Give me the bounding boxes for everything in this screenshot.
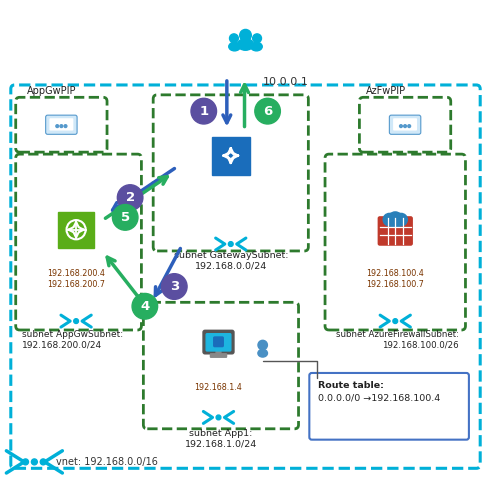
Text: 3: 3 (170, 280, 179, 293)
FancyBboxPatch shape (50, 118, 73, 130)
Circle shape (56, 125, 58, 127)
Text: 4: 4 (140, 300, 149, 313)
Circle shape (395, 213, 408, 226)
FancyBboxPatch shape (378, 217, 412, 245)
FancyBboxPatch shape (211, 354, 226, 357)
FancyBboxPatch shape (203, 330, 234, 354)
Text: AppGwPIP: AppGwPIP (27, 86, 77, 96)
Circle shape (253, 34, 262, 43)
Text: subnet AppGwSubnet:
192.168.200.0/24: subnet AppGwSubnet: 192.168.200.0/24 (22, 330, 123, 349)
Circle shape (23, 459, 28, 465)
Circle shape (229, 34, 238, 43)
Circle shape (404, 125, 407, 127)
Circle shape (240, 30, 251, 41)
Circle shape (400, 125, 402, 127)
Text: subnet App1:
192.168.1.0/24: subnet App1: 192.168.1.0/24 (185, 429, 257, 448)
Ellipse shape (251, 42, 262, 51)
Circle shape (383, 213, 396, 226)
Circle shape (228, 242, 233, 247)
FancyBboxPatch shape (389, 115, 421, 134)
Text: vnet: 192.168.0.0/16: vnet: 192.168.0.0/16 (56, 457, 158, 467)
Ellipse shape (229, 42, 240, 51)
FancyBboxPatch shape (216, 351, 221, 355)
FancyBboxPatch shape (309, 373, 469, 440)
Text: 6: 6 (263, 105, 272, 118)
Circle shape (408, 125, 410, 127)
Circle shape (255, 98, 280, 124)
Circle shape (387, 212, 403, 227)
Circle shape (191, 98, 217, 124)
Circle shape (60, 125, 63, 127)
FancyBboxPatch shape (214, 337, 223, 347)
Ellipse shape (258, 349, 268, 357)
FancyBboxPatch shape (46, 115, 77, 134)
Text: 1: 1 (199, 105, 208, 118)
Text: Route table:: Route table: (318, 381, 384, 390)
FancyBboxPatch shape (206, 334, 231, 351)
Circle shape (162, 274, 187, 299)
Circle shape (258, 340, 268, 350)
Circle shape (112, 205, 138, 230)
Ellipse shape (238, 39, 253, 50)
Text: 2: 2 (126, 191, 135, 204)
Circle shape (40, 459, 46, 465)
Circle shape (117, 185, 143, 210)
Text: subnet GatewaySubnet:
192.168.0.0/24: subnet GatewaySubnet: 192.168.0.0/24 (173, 251, 288, 270)
Text: AzFwPIP: AzFwPIP (366, 86, 406, 96)
Circle shape (64, 125, 67, 127)
FancyBboxPatch shape (393, 118, 417, 130)
Text: 192.168.100.4
192.168.100.7: 192.168.100.4 192.168.100.7 (366, 269, 424, 288)
Circle shape (393, 319, 398, 324)
Circle shape (132, 293, 158, 319)
Text: 5: 5 (121, 211, 130, 224)
Text: 192.168.200.4
192.168.200.7: 192.168.200.4 192.168.200.7 (47, 269, 105, 288)
Text: 192.168.1.4: 192.168.1.4 (194, 383, 243, 392)
Text: subnet AzureFirewallSubnet:
192.168.100.0/26: subnet AzureFirewallSubnet: 192.168.100.… (336, 330, 459, 349)
Circle shape (216, 415, 221, 420)
Text: 10.0.0.1: 10.0.0.1 (263, 77, 308, 86)
Circle shape (31, 459, 37, 465)
Circle shape (74, 319, 79, 324)
Text: 0.0.0.0/0 →192.168.100.4: 0.0.0.0/0 →192.168.100.4 (318, 393, 440, 402)
